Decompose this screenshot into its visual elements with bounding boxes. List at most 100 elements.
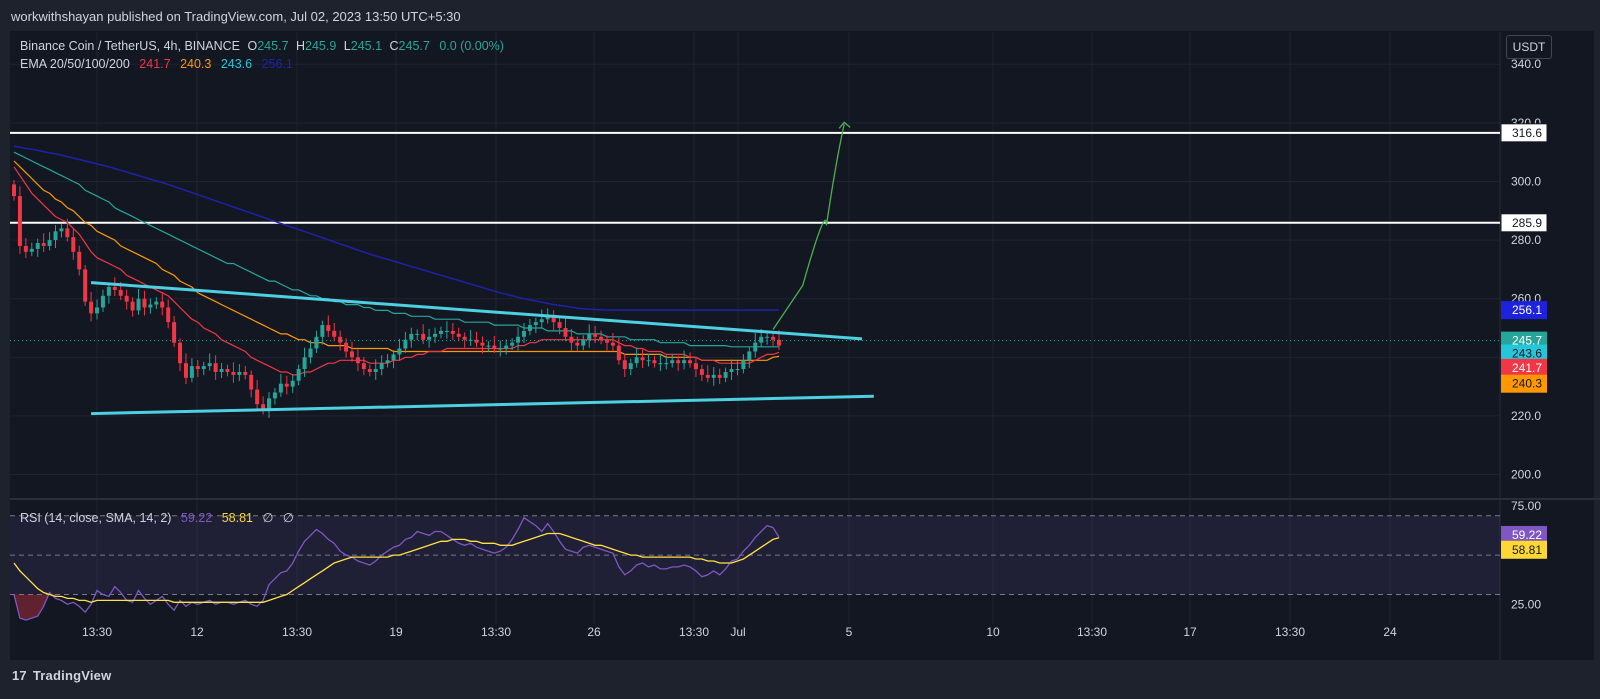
candle-body (296, 369, 301, 381)
candle-body (65, 228, 70, 238)
candle-body (47, 240, 52, 246)
candle-body (213, 363, 218, 372)
candle-body (178, 342, 183, 364)
candle-body (723, 371, 728, 378)
candle-body (95, 307, 100, 314)
tradingview-logo-icon: 17 (12, 668, 27, 683)
price-tag-text: 240.3 (1512, 377, 1542, 391)
candle-body (148, 304, 153, 308)
candle-body (664, 363, 669, 365)
footer-bar (0, 660, 1600, 699)
candle-body (172, 322, 177, 343)
candle-body (112, 286, 117, 290)
change-value: 0.0 (0.00%) (439, 39, 504, 53)
ema200-value: 256.1 (261, 57, 293, 71)
ema-lines (13, 145, 780, 376)
candle-body (160, 301, 165, 308)
price-tick: 280.0 (1511, 233, 1541, 247)
candle-body (189, 366, 194, 378)
symbol-title: Binance Coin / TetherUS, 4h, BINANCE (20, 39, 241, 53)
candle-body (415, 333, 420, 335)
price-tag: 241.7 (1501, 358, 1547, 377)
candle-body (409, 333, 414, 340)
price-tag-text: 285.9 (1512, 216, 1542, 230)
candle-body (504, 345, 509, 349)
candle-body (272, 392, 277, 399)
price-tag-text: 58.81 (1512, 543, 1542, 557)
price-tag-bg (1501, 344, 1547, 363)
ema50-value: 240.3 (180, 57, 212, 71)
candles (12, 180, 781, 418)
rsi-line (13, 516, 780, 621)
candle-body (59, 228, 64, 232)
tradingview-logo[interactable]: 17 TradingView (12, 668, 111, 683)
candle-body (741, 360, 746, 370)
candle-body (83, 269, 88, 302)
low-value: 245.1 (350, 39, 383, 53)
candle-body (676, 360, 681, 364)
price-tag-text: 316.6 (1512, 126, 1542, 140)
price-tick: 300.0 (1511, 174, 1541, 188)
candle-body (587, 333, 592, 340)
time-tick: Jul (730, 625, 745, 639)
candle-body (379, 363, 384, 370)
price-tag-text: 245.7 (1512, 334, 1542, 348)
lower-trendline (91, 394, 874, 416)
candle-body (569, 336, 574, 343)
time-tick: 17 (1183, 625, 1197, 639)
rsi-band-fill (10, 515, 1500, 595)
candle-body (527, 325, 532, 331)
price-tag-text: 241.7 (1512, 361, 1542, 375)
candle-body (688, 360, 693, 364)
ema100-value: 243.6 (220, 57, 253, 71)
candle-body (136, 298, 141, 311)
rsi-tick: 25.00 (1511, 597, 1541, 611)
candle-body (89, 301, 94, 314)
candle-body (670, 360, 675, 364)
candle-body (124, 295, 129, 302)
upper-trendline (90, 281, 863, 341)
candle-body (373, 369, 378, 372)
rsi-value: 59.22 (180, 511, 213, 525)
candle-body (41, 243, 46, 246)
time-tick: 12 (190, 625, 204, 639)
currency-button[interactable]: USDT (1506, 35, 1552, 59)
candle-body (682, 360, 687, 364)
rsi-tick: 75.00 (1511, 499, 1541, 513)
candle-body (729, 369, 734, 372)
candle-body (166, 307, 171, 323)
candle-body (759, 336, 764, 343)
candle-body (717, 374, 722, 378)
time-tick: 24 (1383, 625, 1397, 639)
price-tag: 243.6 (1501, 344, 1547, 363)
projection-arrowhead (838, 121, 851, 129)
time-tick: 13:30 (82, 625, 112, 639)
rsi-extra-2: ∅ (282, 511, 294, 525)
candle-body (533, 322, 538, 326)
candle-body (243, 371, 248, 375)
high-label: H (296, 39, 306, 53)
low-label: L (343, 39, 351, 53)
candle-body (100, 295, 105, 308)
time-tick: 13:30 (481, 625, 511, 639)
price-tag-bg (1501, 358, 1547, 377)
candle-body (622, 360, 627, 370)
open-label: O (247, 39, 258, 53)
candle-body (237, 371, 242, 375)
projection-arrow (772, 124, 845, 330)
publisher-bar: workwithshayan published on TradingView.… (0, 0, 1600, 32)
candle-body (776, 339, 781, 346)
candle-body (385, 360, 390, 364)
candle-body (302, 357, 307, 370)
candle-body (486, 345, 491, 347)
candle-body (338, 336, 343, 343)
candle-body (350, 351, 355, 358)
candle-body (753, 342, 758, 352)
candle-body (17, 196, 22, 246)
rsi-bands (10, 515, 1500, 595)
candle-body (438, 330, 443, 334)
candle-body (361, 363, 366, 370)
candle-body (154, 301, 159, 305)
price-tag: 256.1 (1501, 301, 1547, 320)
